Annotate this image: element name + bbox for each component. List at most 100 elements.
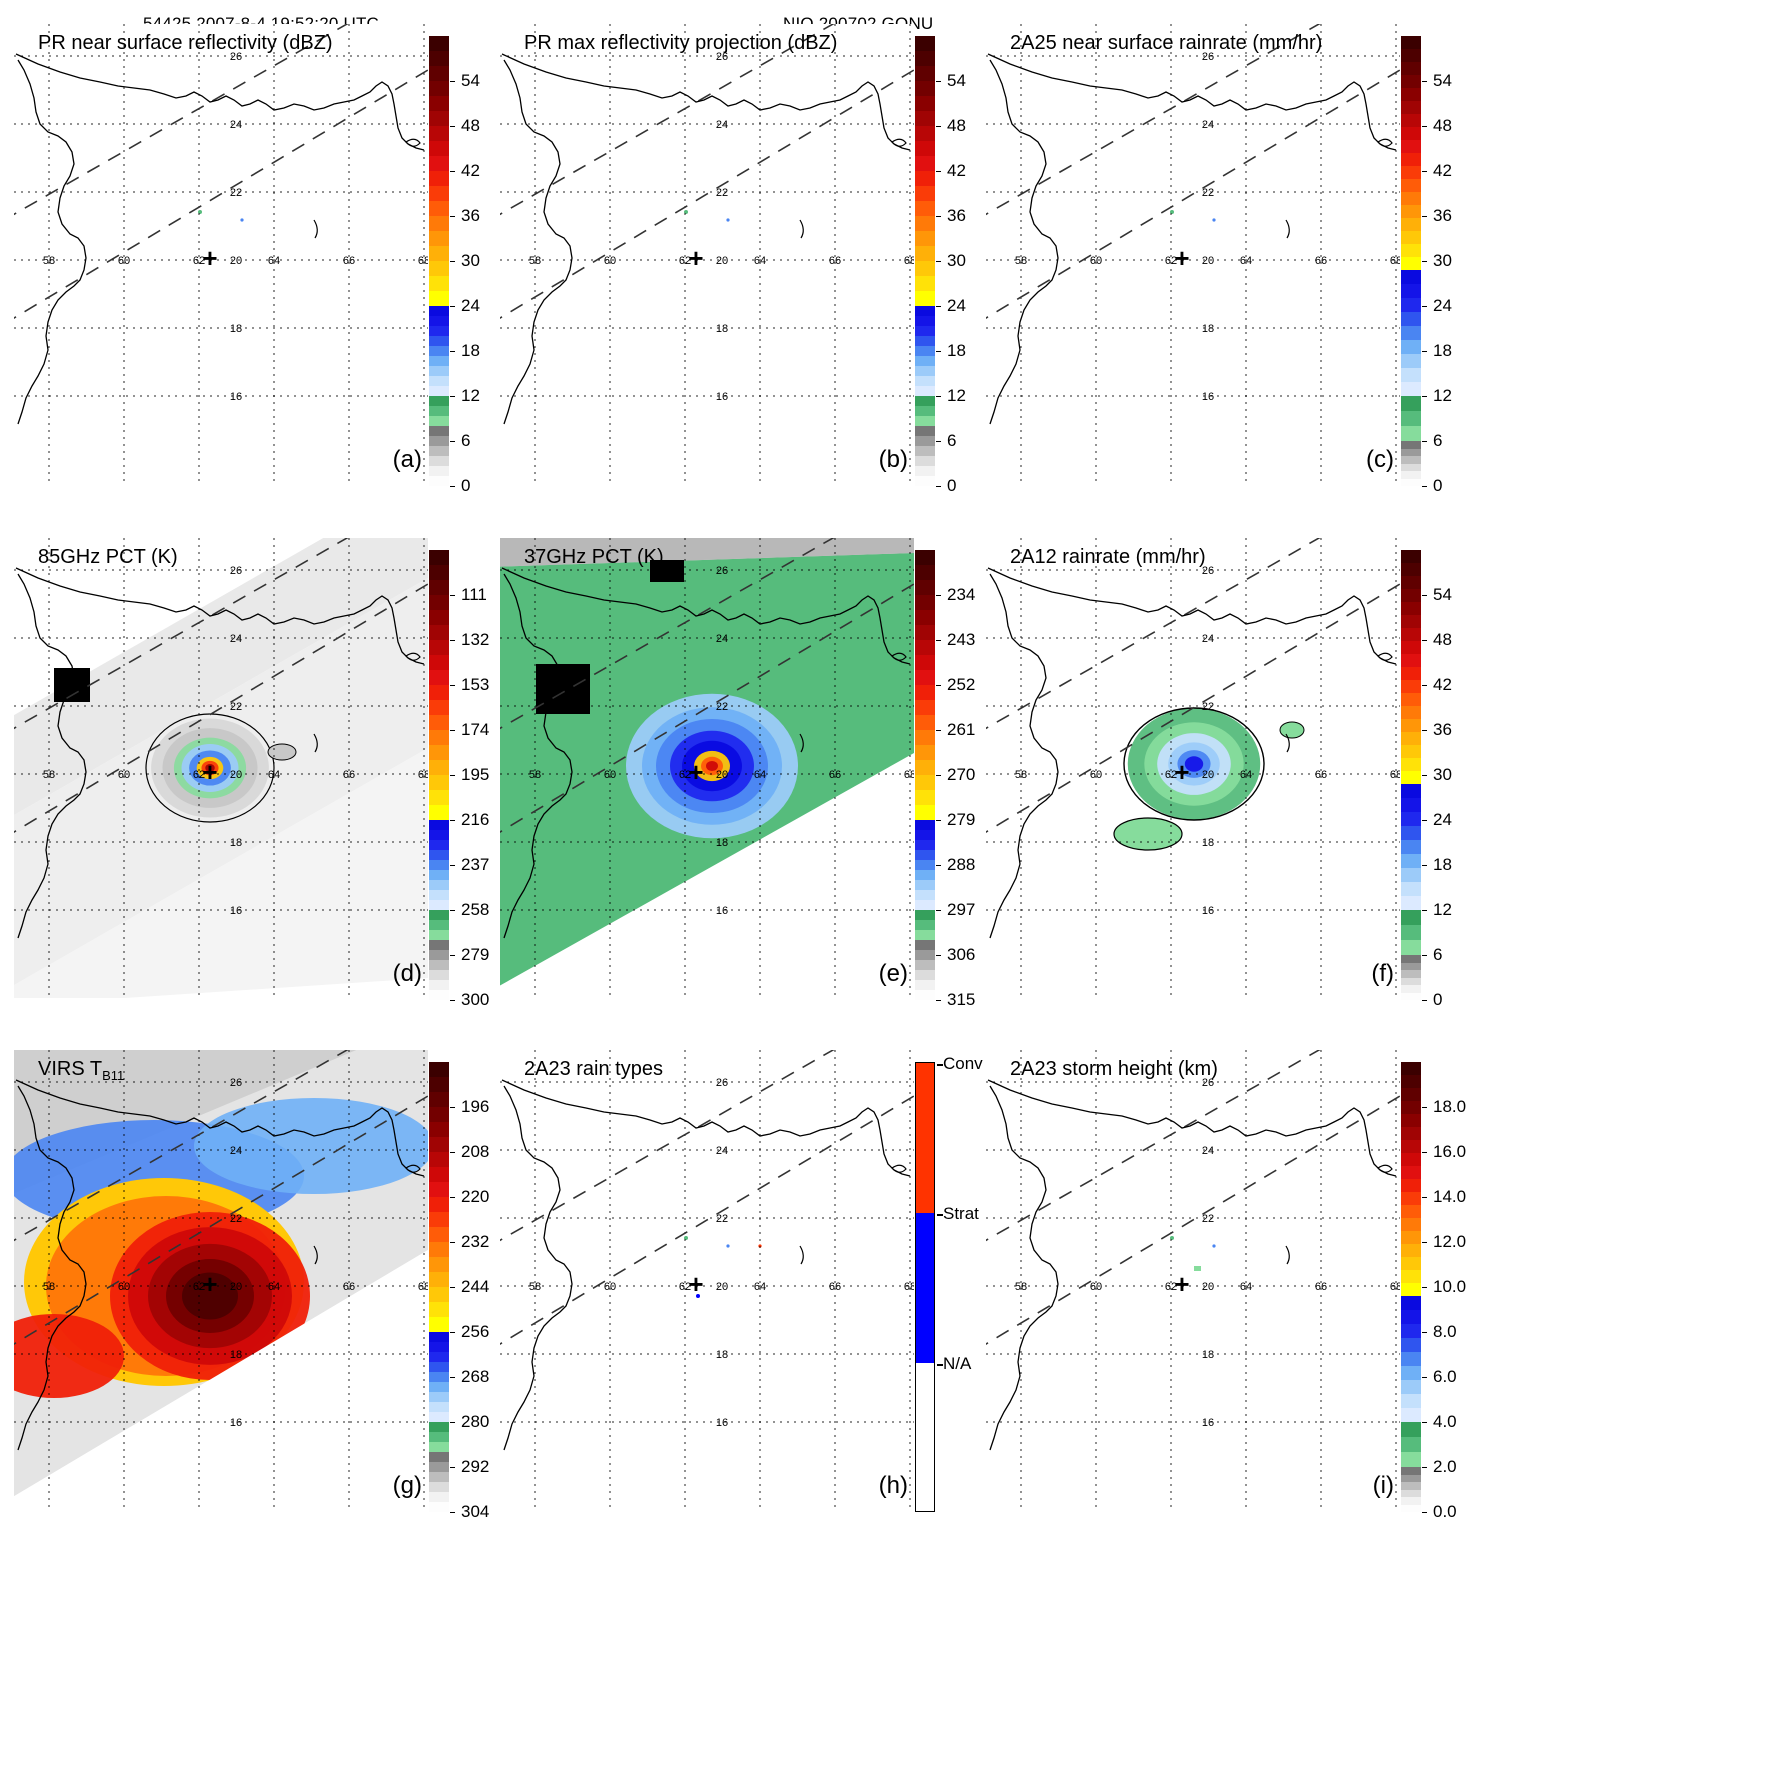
colorbar-segment — [429, 356, 449, 366]
colorbar-segment — [429, 66, 449, 81]
colorbar-tick-label: 42 — [1433, 161, 1452, 180]
colorbar-segment — [429, 376, 449, 386]
colorbar-tick-label: 14.0 — [1433, 1187, 1467, 1206]
colorbar-tick-label: 54 — [1433, 585, 1452, 604]
colorbar-tick — [450, 865, 455, 866]
colorbar-segment — [915, 805, 935, 820]
colorbar-segment — [429, 950, 449, 960]
colorbar-segment — [1401, 798, 1421, 812]
colorbar-tick-label: 174 — [461, 720, 490, 739]
svg-text:60: 60 — [1090, 1281, 1102, 1293]
svg-text:62: 62 — [1165, 255, 1177, 267]
svg-text:68: 68 — [418, 255, 428, 267]
map-canvas[interactable]: 58 60 62 64 66 68 26 24 22 20 18 16 + — [14, 538, 428, 998]
colorbar-segment — [429, 1257, 449, 1272]
colorbar-segment — [915, 640, 935, 655]
svg-text:+: + — [202, 243, 217, 273]
colorbar-tick-label: 30 — [1433, 765, 1452, 784]
map-canvas[interactable]: 58 60 62 64 66 68 26 24 22 20 18 16 + — [986, 538, 1400, 998]
colorbar-segment — [1401, 896, 1421, 910]
colorbar-segment — [429, 141, 449, 156]
colorbar-tick-label: 6 — [947, 431, 957, 450]
colorbar-segment — [1401, 550, 1421, 563]
colorbar-segment — [915, 880, 935, 890]
colorbar-tick-label: 6.0 — [1433, 1367, 1457, 1386]
colorbar-segment — [429, 186, 449, 201]
svg-text:24: 24 — [716, 633, 728, 645]
colorbar-tick-label: 208 — [461, 1142, 490, 1161]
colorbar-segment — [429, 231, 449, 246]
colorbar-segment — [429, 850, 449, 860]
colorbar-segment — [915, 580, 935, 595]
colorbar-segment — [429, 466, 449, 476]
svg-text:62: 62 — [679, 769, 691, 781]
colorbar-tick — [936, 261, 941, 262]
map-canvas[interactable]: 58 60 62 64 66 68 26 24 22 20 18 16 + — [986, 1050, 1400, 1510]
colorbar-segment — [429, 830, 449, 840]
colorbar-segment — [1401, 615, 1421, 628]
colorbar-segment — [1401, 1380, 1421, 1394]
colorbar-tick — [936, 955, 941, 956]
map-canvas[interactable]: 58 60 62 64 66 68 26 24 22 20 18 16 + — [500, 1050, 914, 1510]
svg-text:18: 18 — [716, 323, 728, 335]
colorbar-tick — [936, 1000, 941, 1001]
colorbar-segment — [1401, 396, 1421, 411]
svg-text:20: 20 — [1202, 255, 1214, 267]
colorbar-segment — [915, 980, 935, 990]
colorbar — [1401, 550, 1421, 1000]
colorbar-segment — [429, 745, 449, 760]
colorbar-segment — [1401, 1474, 1421, 1482]
map-canvas[interactable]: 58 60 62 64 66 68 26 24 22 20 18 16 + — [14, 24, 428, 484]
colorbar-tick — [936, 81, 941, 82]
colorbar-segment — [1401, 179, 1421, 192]
colorbar-segment — [915, 66, 935, 81]
colorbar-tick-label: 10.0 — [1433, 1277, 1467, 1296]
colorbar-segment — [1401, 1408, 1421, 1422]
colorbar-segment — [915, 406, 935, 416]
svg-text:22: 22 — [1202, 1213, 1214, 1225]
colorbar-tick-label: 315 — [947, 990, 976, 1009]
colorbar-tick — [450, 351, 455, 352]
colorbar-segment — [1401, 1179, 1421, 1192]
panel-f: 58 60 62 64 66 68 26 24 22 20 18 16 +2A12 rainrate (… — [986, 538, 1456, 1009]
colorbar-tick-label: 12.0 — [1433, 1232, 1467, 1251]
colorbar-tick-label: 18.0 — [1433, 1097, 1467, 1116]
svg-text:26: 26 — [716, 1077, 728, 1089]
colorbar-segment — [429, 96, 449, 111]
colorbar-segment — [1401, 218, 1421, 231]
colorbar-segment — [1401, 426, 1421, 441]
svg-text:22: 22 — [716, 701, 728, 713]
colorbar-tick-label: 12 — [1433, 386, 1452, 405]
colorbar-segment — [429, 1492, 449, 1502]
colorbar-segment — [1401, 1482, 1421, 1490]
colorbar-segment — [1401, 463, 1421, 471]
colorbar-segment — [429, 730, 449, 745]
colorbar-segment — [1401, 758, 1421, 771]
svg-text:+: + — [688, 243, 703, 273]
colorbar-segment — [1401, 166, 1421, 179]
colorbar-segment — [429, 805, 449, 820]
colorbar-categorical — [915, 1062, 935, 1512]
map-canvas[interactable]: 58 60 62 64 66 68 26 24 22 20 18 16 + — [500, 538, 914, 998]
colorbar-tick-label: 297 — [947, 900, 976, 919]
colorbar-segment — [1401, 1394, 1421, 1408]
colorbar — [429, 36, 449, 486]
colorbar — [915, 550, 935, 1000]
colorbar-segment — [1401, 192, 1421, 205]
colorbar-segment — [429, 625, 449, 640]
colorbar-segment — [1401, 745, 1421, 758]
svg-text:62: 62 — [679, 1281, 691, 1293]
colorbar-tick-label: 256 — [461, 1322, 490, 1341]
svg-text:26: 26 — [230, 1077, 242, 1089]
svg-text:16: 16 — [716, 391, 728, 403]
colorbar-segment — [1401, 563, 1421, 576]
colorbar-tick — [1422, 865, 1427, 866]
panel-title: VIRS TB11 — [38, 1058, 124, 1083]
map-canvas[interactable]: 58 60 62 64 66 68 26 24 22 20 18 16 + — [500, 24, 914, 484]
map-canvas[interactable]: 58 60 62 64 66 68 26 24 22 20 18 16 + — [986, 24, 1400, 484]
colorbar-tick-label: 261 — [947, 720, 976, 739]
colorbar-segment — [429, 790, 449, 805]
map-canvas[interactable]: 58 60 62 64 66 68 26 24 22 20 18 16 + — [14, 1050, 428, 1510]
panel-letter: (d) — [392, 960, 422, 987]
panel-letter: (f) — [1371, 960, 1394, 987]
